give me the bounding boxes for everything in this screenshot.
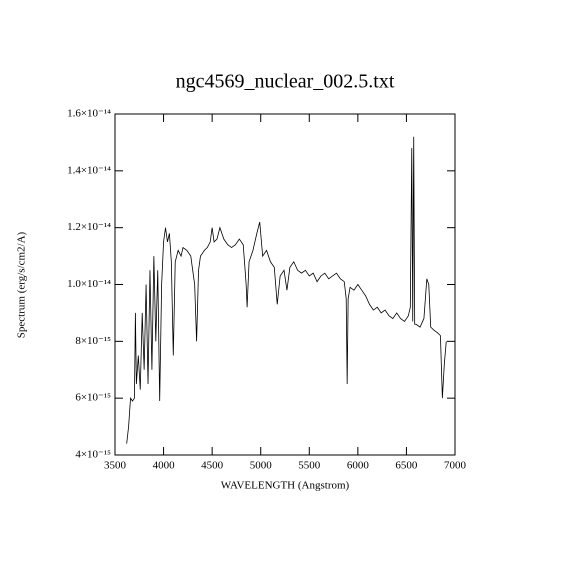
x-tick-label: 7000 [444,460,467,472]
x-tick-label: 4000 [153,460,176,472]
chart-title: ngc4569_nuclear_002.5.txt [176,71,395,93]
x-axis-label: WAVELENGTH (Angstrom) [221,480,350,492]
y-tick-label: 4×10⁻¹⁵ [75,449,111,461]
spectrum-line [126,136,447,444]
x-tick-label: 6000 [347,460,370,472]
y-tick-label: 1.0×10⁻¹⁴ [67,278,111,290]
x-tick-label: 5000 [250,460,273,472]
y-tick-label: 8×10⁻¹⁵ [75,335,111,347]
y-axis-label: Spectrum (erg/s/cm2/A) [16,231,28,338]
x-tick-label: 6500 [395,460,418,472]
x-tick-label: 4500 [201,460,224,472]
y-tick-label: 1.2×10⁻¹⁴ [67,221,111,233]
y-tick-label: 1.6×10⁻¹⁴ [67,108,111,120]
x-tick-label: 5500 [298,460,321,472]
y-tick-label: 1.4×10⁻¹⁴ [67,164,111,176]
x-tick-label: 3500 [104,460,127,472]
y-tick-label: 6×10⁻¹⁵ [75,392,111,404]
